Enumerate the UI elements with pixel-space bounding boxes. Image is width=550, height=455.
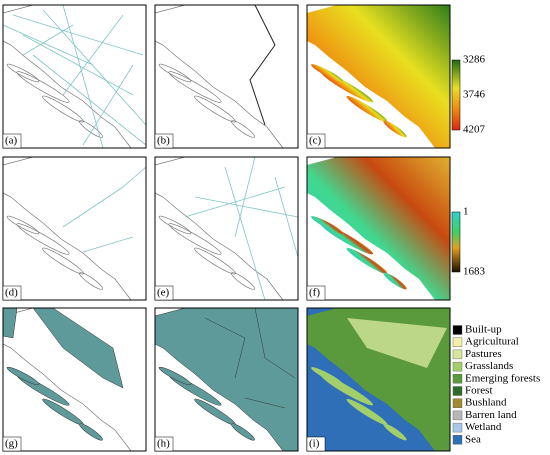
legend-swatch xyxy=(452,361,463,372)
map-panel xyxy=(306,156,451,301)
legend-swatch xyxy=(452,337,463,347)
panel-label: (b) xyxy=(157,135,170,147)
map-panel xyxy=(154,307,299,452)
legend-swatch xyxy=(452,325,463,335)
legend-label: Agricultural xyxy=(465,336,519,348)
label-box xyxy=(154,133,174,149)
legend-label: Barren land xyxy=(465,409,517,421)
label-box xyxy=(154,285,174,301)
legend-swatch xyxy=(452,435,463,445)
panel-label: (i) xyxy=(309,438,320,450)
label-box xyxy=(2,436,22,452)
colorbar-label: 3286 xyxy=(463,54,486,66)
legend-label: Bushland xyxy=(465,397,507,409)
map-panel xyxy=(2,307,147,452)
panel-label: (c) xyxy=(309,135,322,147)
legend-swatch xyxy=(452,349,463,360)
label-box xyxy=(306,133,326,149)
colorbar-label: 1 xyxy=(463,206,469,218)
legend-swatch xyxy=(452,410,463,421)
label-box xyxy=(2,285,22,301)
panel-label: (f) xyxy=(309,287,320,299)
colorbar xyxy=(451,59,461,131)
legend-label: Built-up xyxy=(465,324,502,336)
panel-label: (h) xyxy=(157,438,170,450)
colorbar-label: 3746 xyxy=(463,89,486,101)
panel-label: (e) xyxy=(157,287,170,299)
map-panel xyxy=(2,156,147,301)
label-box xyxy=(306,436,326,452)
legend-swatch xyxy=(452,386,463,396)
legend-swatch xyxy=(452,398,463,408)
map-panel xyxy=(306,4,451,149)
legend-label: Forest xyxy=(465,385,493,397)
map-panel xyxy=(306,307,451,452)
legend-label: Pastures xyxy=(465,348,502,360)
legend-label: Wetland xyxy=(465,421,502,433)
colorbar-label: 4207 xyxy=(463,124,486,136)
label-box xyxy=(306,285,326,301)
legend-label: Grasslands xyxy=(465,360,513,372)
map-panel xyxy=(154,156,299,301)
label-box xyxy=(154,436,174,452)
colorbar xyxy=(451,211,461,273)
panel-label: (g) xyxy=(5,438,18,450)
panel-label: (d) xyxy=(5,287,18,299)
map-panel xyxy=(2,4,147,149)
map-panel xyxy=(154,4,299,149)
panel-label: (a) xyxy=(5,135,18,147)
legend-swatch xyxy=(452,374,463,384)
legend-swatch xyxy=(452,422,463,433)
colorbar-label: 1683 xyxy=(463,266,486,278)
legend-label: Sea xyxy=(465,433,481,445)
legend-label: Emerging forests xyxy=(465,372,540,384)
label-box xyxy=(2,133,22,149)
